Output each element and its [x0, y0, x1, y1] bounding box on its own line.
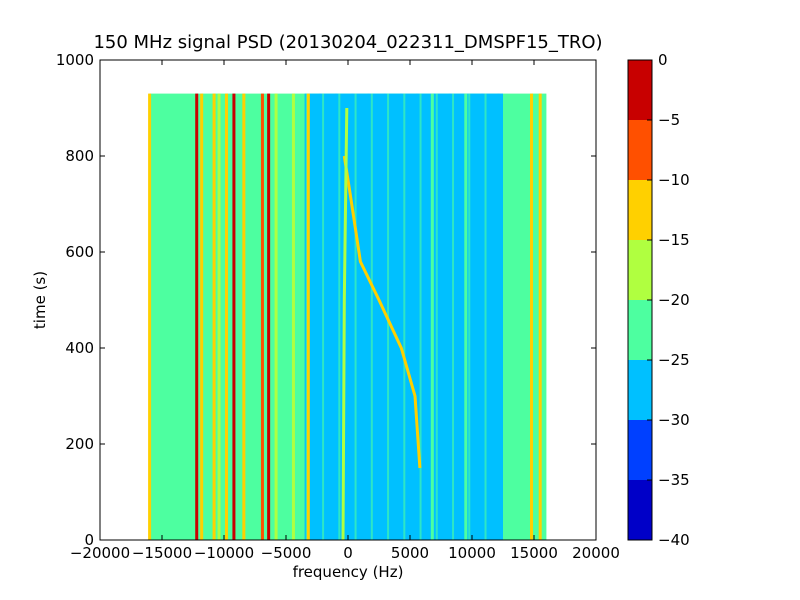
heatmap-texture: [367, 93, 370, 540]
colorbar-segment: [628, 60, 652, 120]
heatmap-line: [267, 93, 271, 540]
colorbar-tick-label: −10: [658, 171, 690, 189]
heatmap-texture: [318, 93, 321, 540]
colorbar-tick-label: −40: [658, 531, 690, 549]
heatmap-texture: [335, 93, 338, 540]
colorbar: −40 −35 −30 −25 −20 −15 −10 −5 0: [627, 51, 690, 549]
heatmap-texture: [481, 93, 484, 540]
heatmap-texture: [403, 93, 406, 540]
heatmap-line: [530, 93, 534, 540]
heatmap-texture: [370, 93, 373, 540]
x-tick-label: 10000: [448, 544, 496, 562]
heatmap-texture: [419, 93, 422, 540]
heatmap-texture: [351, 93, 354, 540]
colorbar-tick-label: −30: [658, 411, 690, 429]
x-tick-label: 0: [343, 544, 353, 562]
heatmap-texture: [435, 93, 438, 540]
heatmap-texture: [468, 93, 471, 540]
heatmap-line: [464, 93, 468, 540]
heatmap-line: [212, 93, 216, 540]
y-axis: 0 200 400 600 800 1000: [56, 51, 596, 549]
heatmap-texture: [400, 93, 403, 540]
colorbar-segment: [628, 180, 652, 240]
y-tick-label: 1000: [56, 51, 94, 69]
heatmap-line: [224, 93, 228, 540]
heatmap-track: [342, 155, 422, 469]
colorbar-segment: [628, 420, 652, 480]
heatmap: [148, 93, 547, 540]
y-tick-label: 400: [65, 339, 94, 357]
x-tick-label: 5000: [391, 544, 429, 562]
heatmap-texture: [416, 93, 419, 540]
heatmap-line: [242, 93, 246, 540]
heatmap-texture: [497, 93, 500, 540]
x-tick-label: 15000: [510, 544, 558, 562]
heatmap-line: [260, 93, 264, 540]
heatmap-line: [274, 93, 278, 540]
x-axis-label: frequency (Hz): [293, 563, 404, 581]
heatmap-line: [195, 93, 199, 540]
colorbar-tick-label: −5: [658, 111, 680, 129]
heatmap-texture: [448, 93, 451, 540]
colorbar-segment: [628, 300, 652, 360]
y-tick-label: 800: [65, 147, 94, 165]
heatmap-texture: [338, 93, 341, 540]
colorbar-tick-label: −35: [658, 471, 690, 489]
x-tick-label: −5000: [261, 544, 312, 562]
y-tick-label: 200: [65, 435, 94, 453]
colorbar-segment: [628, 480, 652, 540]
x-axis: −20000 −15000 −10000 −5000 0 5000 10000 15000 20…: [70, 60, 620, 562]
colorbar-segment: [628, 120, 652, 180]
heatmap-line: [291, 93, 295, 540]
x-tick-label: 20000: [572, 544, 620, 562]
colorbar-tick-label: 0: [658, 51, 668, 69]
y-tick-label: 0: [84, 531, 94, 549]
heatmap-line: [306, 93, 310, 540]
x-tick-label: −10000: [194, 544, 254, 562]
y-tick-label: 600: [65, 243, 94, 261]
colorbar-tick-label: −25: [658, 351, 690, 369]
chart-title: 150 MHz signal PSD (20130204_022311_DMSP…: [93, 32, 602, 53]
colorbar-tick-label: −20: [658, 291, 690, 309]
heatmap-texture: [354, 93, 357, 540]
heatmap-line: [217, 93, 221, 540]
colorbar-tick-label: −15: [658, 231, 690, 249]
heatmap-texture: [322, 93, 325, 540]
heatmap-line: [200, 93, 204, 540]
x-tick-label: −20000: [70, 544, 130, 562]
heatmap-texture: [484, 93, 487, 540]
heatmap-texture: [452, 93, 455, 540]
colorbar-segment: [628, 360, 652, 420]
x-tick-label: −15000: [132, 544, 192, 562]
heatmap-line: [538, 93, 542, 540]
heatmap-texture: [383, 93, 386, 540]
heatmap-line: [148, 93, 152, 540]
heatmap-line: [430, 93, 434, 540]
heatmap-track: [341, 107, 349, 540]
heatmap-line: [232, 93, 236, 540]
y-axis-label: time (s): [31, 271, 49, 329]
colorbar-segment: [628, 240, 652, 300]
